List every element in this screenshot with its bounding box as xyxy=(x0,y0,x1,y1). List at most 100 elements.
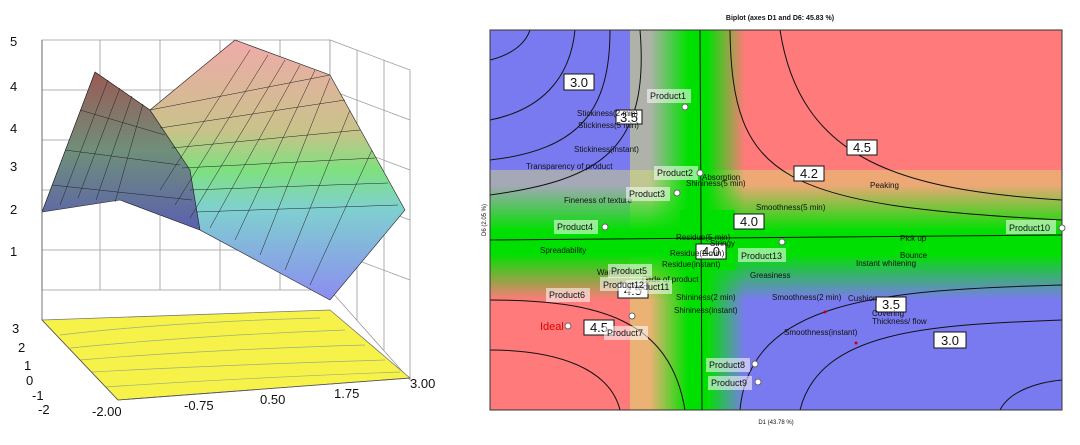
attribute-label: Instant whitening xyxy=(856,259,916,268)
product-point: Product6 xyxy=(546,288,590,302)
svg-text:Ideal: Ideal xyxy=(540,321,564,333)
z-tick: 3 xyxy=(10,159,17,174)
contour-label: 4.5 xyxy=(853,140,871,155)
svg-text:Product3: Product3 xyxy=(629,189,665,199)
svg-text:Product7: Product7 xyxy=(607,328,643,338)
product-point: Product12 xyxy=(600,277,646,291)
y-axis-ticks: 3 2 1 0 -1 -2 xyxy=(12,321,50,417)
product-point: Product13 xyxy=(738,238,786,262)
attribute-label: Stickiness(2 min) xyxy=(577,109,638,118)
y-tick: 2 xyxy=(18,340,25,355)
attribute-labels: Stickiness(2 min) Stickiness(5 min) Stic… xyxy=(526,109,928,337)
attribute-label: Residue(2 min) xyxy=(670,249,725,258)
contour-label: 4.5 xyxy=(590,320,608,335)
product-point: Product3 xyxy=(626,187,681,201)
floor-contour-lines xyxy=(59,317,401,388)
contour-lines xyxy=(490,30,1062,410)
svg-text:Product1: Product1 xyxy=(650,91,686,101)
attribute-label: Spreadability xyxy=(540,246,586,255)
attribute-label: Greasiness xyxy=(750,271,790,280)
product-point: Product2 xyxy=(654,166,704,180)
y-tick: -1 xyxy=(32,388,44,403)
y-tick: -2 xyxy=(38,402,50,417)
svg-text:Product11: Product11 xyxy=(629,282,669,292)
svg-text:Product5: Product5 xyxy=(611,266,647,276)
ideal-point: Ideal xyxy=(540,321,572,333)
x-tick: 3.00 xyxy=(410,376,435,391)
surface-right-face xyxy=(149,39,406,301)
attribute-marker xyxy=(854,341,858,345)
svg-text:Product8: Product8 xyxy=(709,360,745,370)
attribute-label: Smoothness(2 min) xyxy=(772,293,842,302)
product-point: Product9 xyxy=(708,376,762,390)
attribute-label: Peaking xyxy=(870,181,899,190)
product-point: Product10 xyxy=(1006,220,1066,234)
attribute-label: Warm xyxy=(597,268,618,277)
product-point: Product4 xyxy=(554,220,609,234)
attribute-label: Cushion xyxy=(848,294,877,303)
x-tick: 1.75 xyxy=(334,386,359,401)
product-point: Product5 xyxy=(608,264,652,278)
contour-label: 4.0 xyxy=(702,244,720,259)
y-tick: 1 xyxy=(24,358,31,373)
svg-text:Product6: Product6 xyxy=(549,290,585,300)
y-tick: 3 xyxy=(12,321,19,336)
axis-box xyxy=(41,40,411,401)
x-tick: -2.00 xyxy=(92,404,122,419)
contour-label: 3.5 xyxy=(882,297,900,312)
y-tick: 0 xyxy=(26,373,33,388)
biplot-svg: Biplot (axes D1 and D6: 45.83 %) xyxy=(482,15,1066,426)
contour-field xyxy=(490,30,1062,410)
x-tick: 0.50 xyxy=(260,392,285,407)
z-tick: 5 xyxy=(10,34,17,49)
x-axis-ticks: -2.00 -0.75 0.50 1.75 3.00 xyxy=(92,376,435,419)
attribute-label: Shininess(2 min) xyxy=(676,293,736,302)
contour-label: 4.2 xyxy=(800,166,818,181)
attribute-label: Shininess(instant) xyxy=(674,306,738,315)
z-axis-ticks: 5 4 4 3 2 1 xyxy=(10,34,17,259)
svg-text:Product12: Product12 xyxy=(603,280,644,290)
attribute-label: Glide of product xyxy=(642,275,699,284)
attribute-label: Stringy xyxy=(710,239,735,248)
attribute-label: Residue(instant) xyxy=(662,260,721,269)
attribute-label: Pick up xyxy=(900,234,927,243)
attribute-label: Residue(5 min) xyxy=(676,233,731,242)
x-axis-label: D1 (43.78 %) xyxy=(758,420,793,426)
contour-label: 3.0 xyxy=(941,333,959,348)
product-points: Product1 Product2 Product3 Product4 Prod… xyxy=(540,89,1066,390)
product-point: Product8 xyxy=(706,358,759,372)
svg-text:Product13: Product13 xyxy=(741,251,782,261)
attribute-label: Thickness/ flow xyxy=(872,317,927,326)
attribute-label: Stickiness(5 min) xyxy=(578,121,639,130)
attribute-label: Absorption xyxy=(702,173,740,182)
svg-text:Product4: Product4 xyxy=(557,222,593,232)
response-surface-chart: 5 4 4 3 2 1 3 2 1 0 -1 -2 -2.00 -0.75 0.… xyxy=(0,0,470,440)
chart-title: Biplot (axes D1 and D6: 45.83 %) xyxy=(726,15,834,22)
attribute-label: Bounce xyxy=(900,251,928,260)
product-point: Product7 xyxy=(604,312,648,340)
z-tick: 4 xyxy=(10,79,17,94)
svg-text:Product9: Product9 xyxy=(711,378,747,388)
attribute-marker xyxy=(823,310,827,314)
product-point: Product1 xyxy=(647,89,691,111)
attribute-label: Fineness of texture xyxy=(564,196,633,205)
attribute-label: Smoothness(5 min) xyxy=(756,203,826,212)
svg-text:Product2: Product2 xyxy=(657,168,693,178)
surface-mesh xyxy=(41,49,399,286)
x-tick: -0.75 xyxy=(184,398,214,413)
attribute-label: Stickiness(instant) xyxy=(574,145,639,154)
z-tick: 1 xyxy=(10,244,17,259)
contour-label: 4.0 xyxy=(740,214,758,229)
z-tick: 2 xyxy=(10,202,17,217)
contour-biplot-chart: Biplot (axes D1 and D6: 45.83 %) xyxy=(480,0,1080,440)
surface-svg: 5 4 4 3 2 1 3 2 1 0 -1 -2 -2.00 -0.75 0.… xyxy=(10,34,435,419)
attribute-label: Shininess(5 min) xyxy=(686,179,746,188)
plot-frame xyxy=(489,29,1063,411)
attribute-label: Transparency of product xyxy=(526,162,613,171)
y-axis-label: D6 (2.05 %) xyxy=(482,204,488,236)
z-tick: 4 xyxy=(10,121,17,136)
attribute-label: Smoothness(instant) xyxy=(784,328,858,337)
svg-text:Product10: Product10 xyxy=(1009,223,1050,233)
contour-label: 3.0 xyxy=(570,75,588,90)
attribute-label: Covering xyxy=(872,309,904,318)
